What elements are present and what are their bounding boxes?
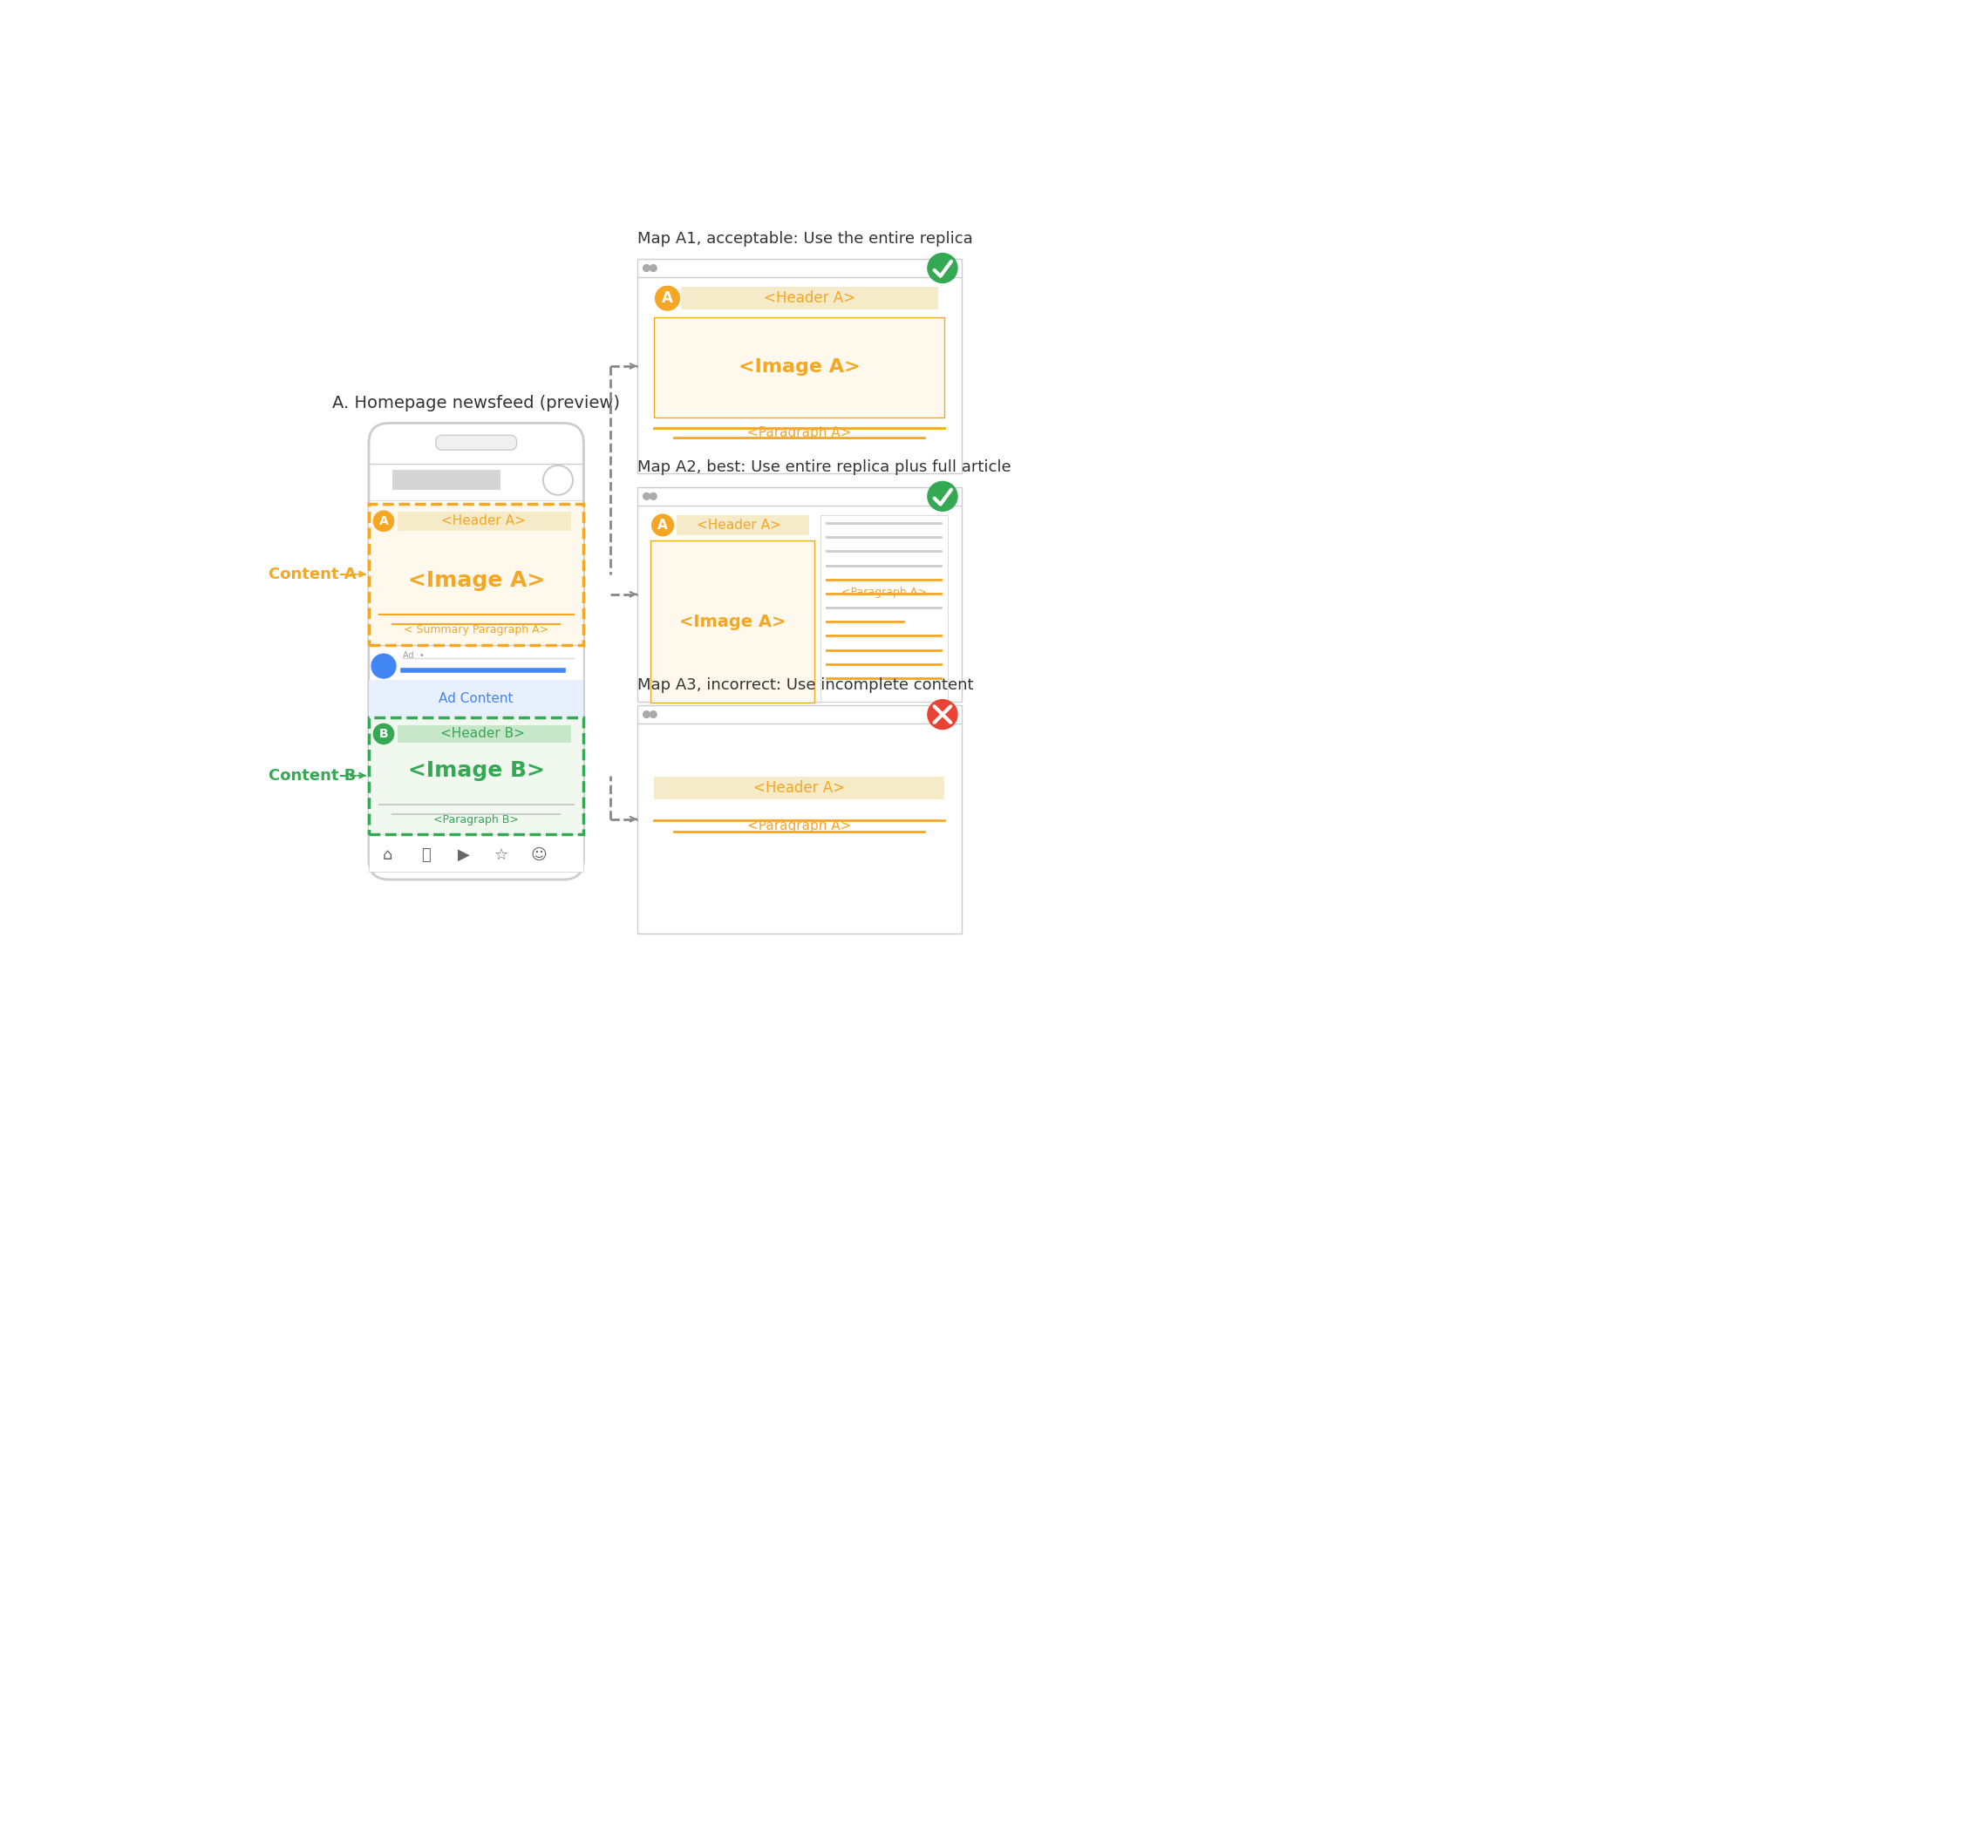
Bar — [636, 259, 962, 473]
Bar — [636, 706, 962, 933]
Text: Content A: Content A — [268, 565, 356, 582]
FancyBboxPatch shape — [435, 436, 517, 449]
Bar — [370, 717, 584, 835]
Bar — [370, 717, 584, 835]
Text: Content B: Content B — [268, 767, 356, 784]
Circle shape — [372, 654, 396, 678]
Circle shape — [650, 493, 656, 499]
Bar — [654, 776, 944, 800]
Text: <Paragraph B>: <Paragraph B> — [433, 815, 519, 826]
Text: A: A — [658, 519, 668, 532]
Text: <Paragraph A>: <Paragraph A> — [747, 819, 851, 832]
Text: <Header A>: <Header A> — [441, 514, 525, 529]
Circle shape — [928, 700, 958, 730]
Bar — [370, 645, 584, 717]
Text: <Header A>: <Header A> — [698, 519, 781, 532]
Text: A: A — [662, 290, 674, 307]
Circle shape — [374, 724, 394, 745]
Text: <Image A>: <Image A> — [408, 569, 545, 591]
Circle shape — [656, 286, 680, 310]
Bar — [370, 505, 584, 645]
Bar — [654, 318, 944, 418]
Circle shape — [374, 512, 394, 530]
Text: <Image B>: <Image B> — [408, 760, 545, 782]
Bar — [682, 286, 938, 310]
Text: Map A2, best: Use entire replica plus full article: Map A2, best: Use entire replica plus fu… — [636, 458, 1010, 475]
Text: A. Homepage newsfeed (preview): A. Homepage newsfeed (preview) — [332, 394, 620, 410]
Bar — [392, 469, 501, 490]
Text: <Paragraph A>: <Paragraph A> — [841, 586, 926, 599]
Bar — [370, 680, 584, 717]
Text: <Header A>: <Header A> — [753, 780, 845, 796]
Text: A: A — [380, 516, 388, 527]
Bar — [370, 505, 584, 645]
Text: <Image A>: <Image A> — [680, 614, 785, 630]
Bar — [398, 724, 571, 743]
Circle shape — [650, 711, 656, 717]
Bar — [650, 541, 815, 702]
Text: <Image A>: <Image A> — [738, 359, 861, 377]
Bar — [398, 512, 571, 530]
Text: Map A1, acceptable: Use the entire replica: Map A1, acceptable: Use the entire repli… — [636, 231, 972, 246]
Text: ⌂: ⌂ — [384, 846, 394, 863]
Text: < Summary Paragraph A>: < Summary Paragraph A> — [404, 625, 549, 636]
Text: Ad  •: Ad • — [402, 650, 423, 660]
Circle shape — [928, 253, 958, 283]
Circle shape — [650, 264, 656, 272]
Text: Ad Content: Ad Content — [439, 691, 513, 704]
Bar — [676, 516, 809, 536]
Text: <Paragraph A>: <Paragraph A> — [747, 427, 851, 440]
Text: B: B — [380, 728, 388, 739]
Circle shape — [644, 493, 650, 499]
Text: ☆: ☆ — [495, 846, 509, 863]
Circle shape — [928, 482, 958, 512]
Text: ☺: ☺ — [531, 846, 547, 863]
Circle shape — [652, 514, 674, 536]
Bar — [636, 486, 962, 702]
Text: <Header B>: <Header B> — [441, 728, 525, 741]
Text: <Header A>: <Header A> — [763, 290, 855, 307]
Bar — [821, 516, 948, 702]
Circle shape — [644, 711, 650, 717]
Bar — [370, 835, 584, 872]
Circle shape — [644, 264, 650, 272]
FancyBboxPatch shape — [370, 423, 584, 880]
Text: ⌕: ⌕ — [421, 846, 429, 863]
Text: Map A3, incorrect: Use incomplete content: Map A3, incorrect: Use incomplete conten… — [636, 676, 974, 693]
Text: ▶: ▶ — [457, 846, 469, 863]
